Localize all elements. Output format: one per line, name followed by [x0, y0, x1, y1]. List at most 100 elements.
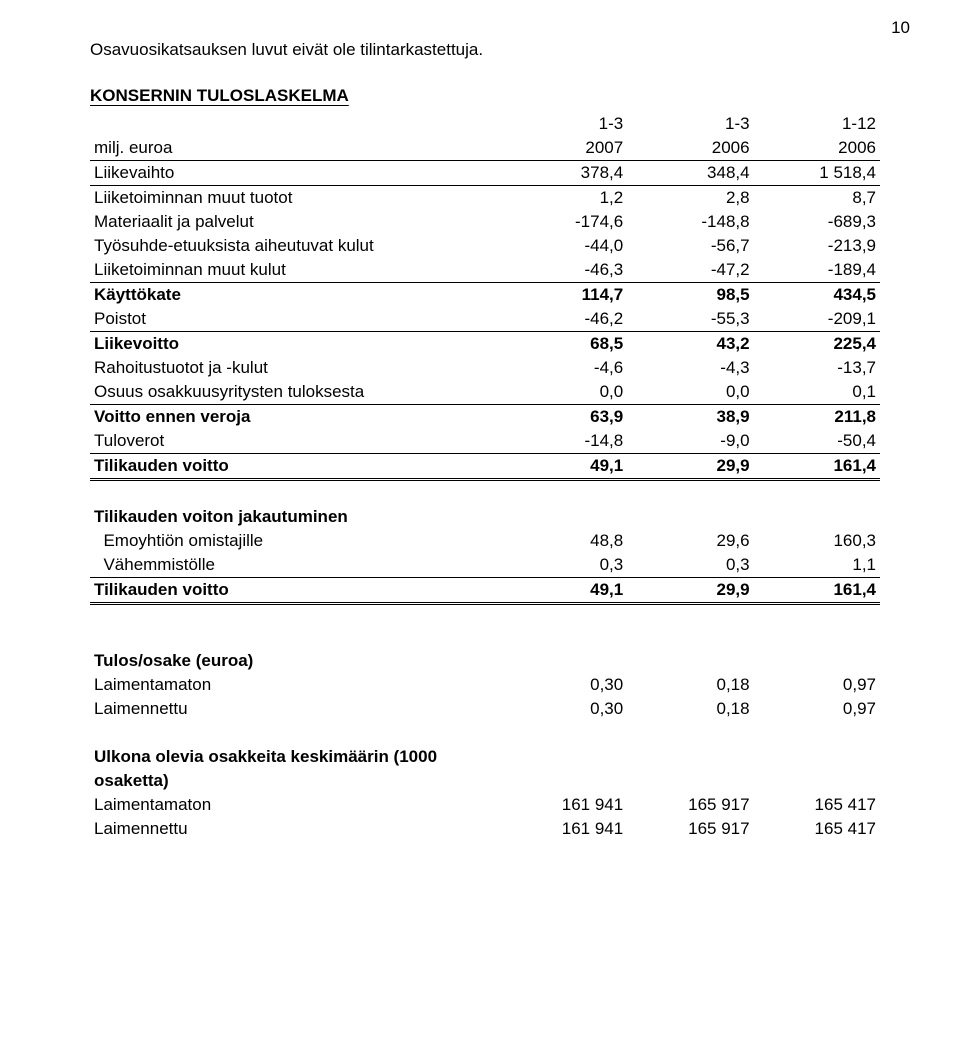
row-value: 161,4: [754, 454, 880, 480]
table-row: Laimennettu0,300,180,97: [90, 697, 880, 721]
row-value: 434,5: [754, 283, 880, 308]
row-value: 0,3: [501, 553, 627, 578]
row-label: Työsuhde-etuuksista aiheutuvat kulut: [90, 234, 501, 258]
row-label: Tilikauden voitto: [90, 454, 501, 480]
row-value: -189,4: [754, 258, 880, 283]
table-row: Liikevoitto68,543,2225,4: [90, 332, 880, 357]
row-value: 49,1: [501, 578, 627, 604]
row-value: 378,4: [501, 161, 627, 186]
header-cell: 1-3: [501, 112, 627, 136]
table-row: Voitto ennen veroja63,938,9211,8: [90, 405, 880, 430]
row-value: 1,2: [501, 186, 627, 211]
row-value: 0,18: [627, 673, 753, 697]
row-value: -9,0: [627, 429, 753, 454]
header-cell: 2006: [627, 136, 753, 161]
row-value: 161,4: [754, 578, 880, 604]
header-cell: milj. euroa: [90, 136, 501, 161]
row-value: 29,6: [627, 529, 753, 553]
row-value: 0,1: [754, 380, 880, 405]
header-cell: [90, 112, 501, 136]
row-value: 2,8: [627, 186, 753, 211]
table-row: Työsuhde-etuuksista aiheutuvat kulut-44,…: [90, 234, 880, 258]
row-value: 160,3: [754, 529, 880, 553]
table-row: Tilikauden voitto49,129,9161,4: [90, 454, 880, 480]
table-row: Emoyhtiön omistajille48,829,6160,3: [90, 529, 880, 553]
row-value: 98,5: [627, 283, 753, 308]
row-value: -174,6: [501, 210, 627, 234]
shares-title-row-1: Ulkona olevia osakkeita keskimäärin (100…: [90, 745, 880, 769]
income-statement-table: 1-3 1-3 1-12 milj. euroa 2007 2006 2006 …: [90, 112, 880, 841]
table-row: Liiketoiminnan muut tuotot1,22,88,7: [90, 186, 880, 211]
row-label: Laimennettu: [90, 697, 501, 721]
table-row: Liiketoiminnan muut kulut-46,3-47,2-189,…: [90, 258, 880, 283]
row-value: 49,1: [501, 454, 627, 480]
table-row: Laimentamaton161 941165 917165 417: [90, 793, 880, 817]
row-label: Tilikauden voitto: [90, 578, 501, 604]
row-value: -44,0: [501, 234, 627, 258]
row-value: -50,4: [754, 429, 880, 454]
row-value: 68,5: [501, 332, 627, 357]
shares-title-line2: osaketta): [90, 769, 501, 793]
header-cell: 2006: [754, 136, 880, 161]
row-value: 165 917: [627, 793, 753, 817]
row-value: 0,0: [627, 380, 753, 405]
header-cell: 2007: [501, 136, 627, 161]
header-cell: 1-3: [627, 112, 753, 136]
row-value: 0,97: [754, 697, 880, 721]
row-value: 161 941: [501, 793, 627, 817]
row-value: 225,4: [754, 332, 880, 357]
table-header-row-2: milj. euroa 2007 2006 2006: [90, 136, 880, 161]
row-value: -56,7: [627, 234, 753, 258]
table-header-row-1: 1-3 1-3 1-12: [90, 112, 880, 136]
row-value: 114,7: [501, 283, 627, 308]
table-row: Materiaalit ja palvelut-174,6-148,8-689,…: [90, 210, 880, 234]
row-value: 1 518,4: [754, 161, 880, 186]
row-value: 0,0: [501, 380, 627, 405]
row-label: Laimentamaton: [90, 793, 501, 817]
row-value: -13,7: [754, 356, 880, 380]
row-value: 29,9: [627, 454, 753, 480]
row-value: 0,30: [501, 697, 627, 721]
page-number: 10: [891, 18, 910, 38]
row-value: 165 917: [627, 817, 753, 841]
row-value: 161 941: [501, 817, 627, 841]
table-row: Poistot-46,2-55,3-209,1: [90, 307, 880, 332]
intro-text: Osavuosikatsauksen luvut eivät ole tilin…: [90, 40, 880, 60]
row-value: 48,8: [501, 529, 627, 553]
row-value: 1,1: [754, 553, 880, 578]
row-label: Tuloverot: [90, 429, 501, 454]
row-label: Käyttökate: [90, 283, 501, 308]
row-value: 0,3: [627, 553, 753, 578]
header-cell: 1-12: [754, 112, 880, 136]
table-row: Tuloverot-14,8-9,0-50,4: [90, 429, 880, 454]
row-label: Rahoitustuotot ja -kulut: [90, 356, 501, 380]
document-page: 10 Osavuosikatsauksen luvut eivät ole ti…: [0, 0, 960, 1063]
row-value: 8,7: [754, 186, 880, 211]
row-value: -148,8: [627, 210, 753, 234]
row-value: -213,9: [754, 234, 880, 258]
row-value: 0,97: [754, 673, 880, 697]
row-label: Laimentamaton: [90, 673, 501, 697]
row-value: 165 417: [754, 817, 880, 841]
row-label: Laimennettu: [90, 817, 501, 841]
row-label: Liiketoiminnan muut tuotot: [90, 186, 501, 211]
row-label: Vähemmistölle: [90, 553, 501, 578]
shares-title-row-2: osaketta): [90, 769, 880, 793]
profit-distribution-title-row: Tilikauden voiton jakautuminen: [90, 505, 880, 529]
income-statement-title: KONSERNIN TULOSLASKELMA: [90, 86, 880, 106]
row-label: Liikevaihto: [90, 161, 501, 186]
row-label: Materiaalit ja palvelut: [90, 210, 501, 234]
row-value: 211,8: [754, 405, 880, 430]
eps-title: Tulos/osake (euroa): [90, 649, 501, 673]
row-value: -46,3: [501, 258, 627, 283]
row-label: Poistot: [90, 307, 501, 332]
table-row: Laimennettu161 941165 917165 417: [90, 817, 880, 841]
profit-distribution-title: Tilikauden voiton jakautuminen: [90, 505, 501, 529]
row-value: -209,1: [754, 307, 880, 332]
row-value: 43,2: [627, 332, 753, 357]
table-row: Vähemmistölle0,30,31,1: [90, 553, 880, 578]
table-row: Tilikauden voitto49,129,9161,4: [90, 578, 880, 604]
row-value: -14,8: [501, 429, 627, 454]
row-value: 348,4: [627, 161, 753, 186]
row-value: -47,2: [627, 258, 753, 283]
